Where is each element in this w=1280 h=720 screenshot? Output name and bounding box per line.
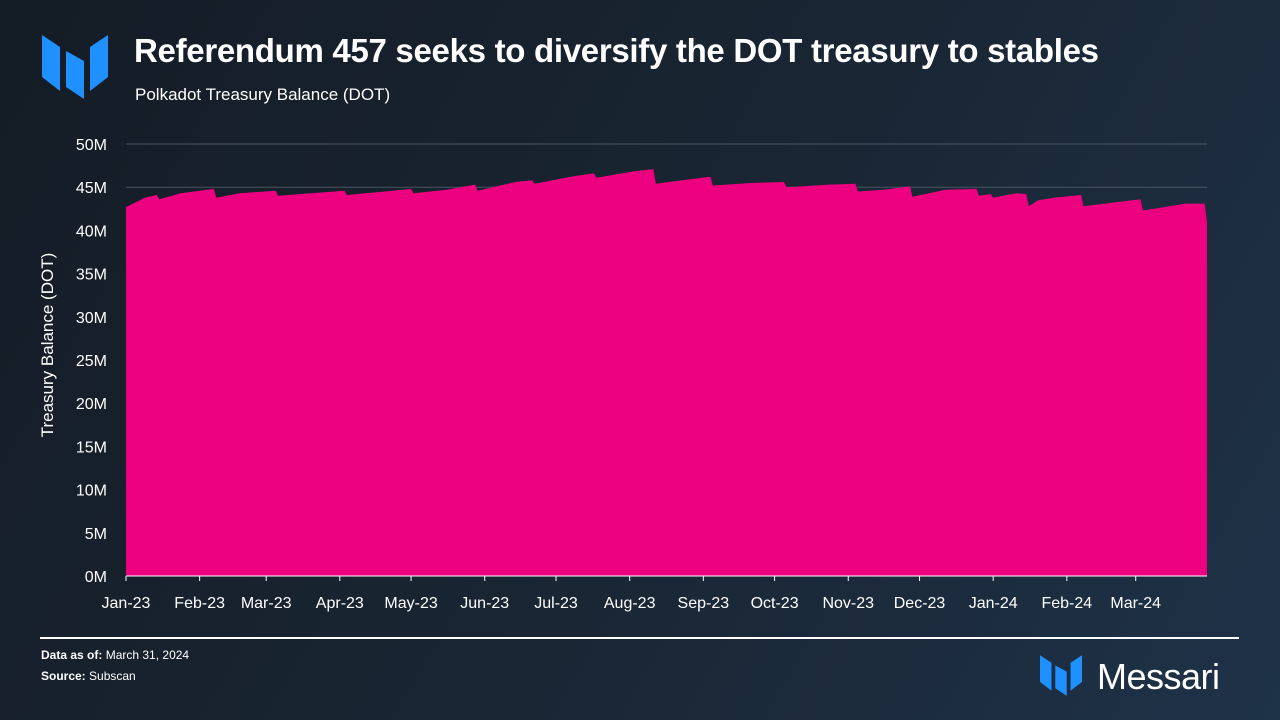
x-tick-label: Feb-23 (174, 595, 225, 612)
x-tick-label: Jan-23 (102, 595, 151, 612)
x-tick-label: Feb-24 (1041, 595, 1092, 612)
x-tick-label: Jan-24 (969, 595, 1018, 612)
y-tick-label: 50M (76, 137, 107, 154)
data-as-of-value: March 31, 2024 (105, 648, 190, 662)
y-tick-label: 25M (76, 353, 107, 370)
treasury-balance-area (126, 169, 1207, 576)
x-tick-label: Jun-23 (460, 595, 509, 612)
chart-subtitle: Polkadot Treasury Balance (DOT) (135, 85, 391, 104)
y-tick-label: 40M (76, 223, 107, 240)
x-tick-label: Dec-23 (894, 595, 946, 612)
y-tick-label: 10M (76, 483, 107, 500)
y-tick-label: 30M (76, 310, 107, 327)
x-tick-label: Nov-23 (822, 595, 874, 612)
x-tick-label: Apr-23 (316, 595, 364, 612)
treasury-balance-chart: 0M 5M 10M 15M 20M 25M 30M 35M 40M 45M 50M Jan-23 Feb… (38, 137, 1207, 612)
y-tick-label: 20M (76, 396, 107, 413)
footer-divider (40, 637, 1239, 639)
y-axis-title: Treasury Balance (DOT) (38, 253, 57, 438)
source-note: Source: Subscan (41, 669, 136, 683)
source-value: Subscan (89, 669, 136, 683)
y-tick-label: 0M (85, 569, 107, 586)
x-tick-label: Jul-23 (534, 595, 578, 612)
x-tick-label: Oct-23 (751, 595, 799, 612)
brand-name: Messari (1097, 656, 1220, 697)
y-tick-label: 15M (76, 439, 107, 456)
data-as-of-label: Data as of: (41, 648, 103, 662)
y-tick-label: 5M (85, 526, 107, 543)
area-series (126, 169, 1207, 576)
y-tick-label: 35M (76, 267, 107, 284)
axes: 0M 5M 10M 15M 20M 25M 30M 35M 40M 45M 50M Jan-23 Feb… (76, 137, 1207, 612)
x-tick-label: Aug-23 (604, 595, 656, 612)
messari-logo-icon (1040, 655, 1082, 696)
chart-title: Referendum 457 seeks to diversify the DO… (134, 32, 1099, 69)
x-tick-label: Mar-23 (241, 595, 292, 612)
source-label: Source: (41, 669, 86, 683)
y-tick-label: 45M (76, 180, 107, 197)
data-as-of-note: Data as of: March 31, 2024 (41, 648, 189, 662)
messari-logo-icon (42, 35, 108, 99)
x-tick-label: Sep-23 (678, 595, 730, 612)
x-tick-label: May-23 (384, 595, 437, 612)
x-tick-label: Mar-24 (1110, 595, 1161, 612)
